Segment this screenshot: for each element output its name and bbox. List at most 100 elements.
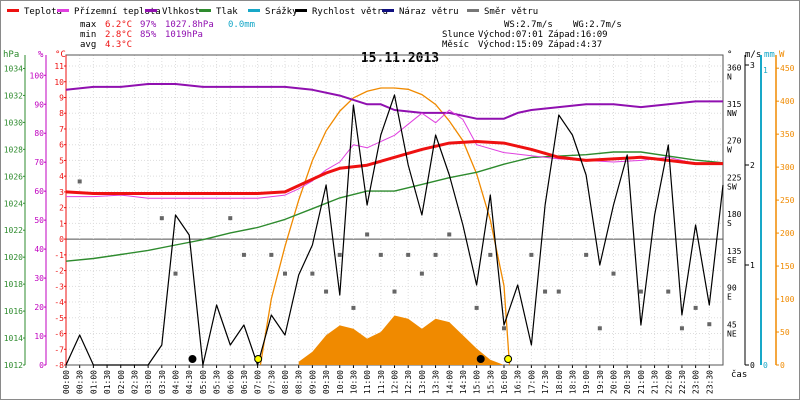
x-tick-label: 21:30 [651,370,660,394]
legend-label: Přízemní teplota [74,7,161,17]
solar-tick-label: 100 [780,295,795,304]
x-tick-label: 10:00 [336,370,345,394]
wind-dir-compass-label: NE [727,329,737,338]
stats-block: max 6.2°C 97% 1027.8hPa 0.0mm min 2.8°C … [80,20,255,50]
plot-area [65,83,724,366]
temperature_c-tick-label: 10 [54,78,64,87]
solar-tick-label: 50 [780,328,790,337]
wind-dir-point [447,232,452,237]
temperature_c-tick-label: 1 [59,219,64,228]
temperature_c-tick-label: 5 [59,156,64,165]
wind-dir-tick-label: 225 [727,173,742,182]
legend-swatch [57,9,69,12]
wind-dir-point [556,289,561,294]
series-line-teplota [65,140,723,195]
wind-dir-point [365,232,370,237]
humidity_pct-tick-label: 50 [34,216,44,225]
humidity_pct-tick-label: 90 [34,100,44,109]
wind-dir-tick-label: 45 [727,320,737,329]
temperature_c-tick-label: 8 [59,109,64,118]
wind-dir-point [378,252,383,257]
wind-dir-point [392,289,397,294]
pressure_hpa-tick-label: 1032 [4,91,23,100]
axis-title-mm: mm [764,50,775,60]
temperature_c-tick-label: 7 [59,125,64,134]
pressure_hpa-tick-label: 1028 [4,145,23,154]
x-tick-label: 15:00 [473,370,482,394]
temperature_c-tick-label: 0 [59,235,64,244]
wind-dir-compass-label: W [727,146,732,155]
humidity_pct-tick-label: 10 [34,332,44,341]
x-tick-label: 07:30 [267,370,276,394]
stats-min-press: 1019hPa [165,30,203,40]
stats-avg-temp: 4.3°C [105,40,132,50]
humidity_pct-tick-label: 30 [34,274,44,283]
moonrise-info: Východ:15:09 [478,40,543,50]
wind-dir-point [529,252,534,257]
wind-dir-point [324,289,329,294]
x-tick-label: 02:00 [117,370,126,394]
moonset-info: Západ:4:37 [548,40,602,50]
x-tick-label: 10:30 [349,370,358,394]
wind-gust-info: WG:2.7m/s [573,20,622,30]
x-tick-label: 12:30 [404,370,413,394]
wind-dir-point [666,289,671,294]
wind-dir-point [283,271,287,276]
wind-dir-point [611,271,616,276]
chart-date-title: 15.11.2013 [361,51,439,66]
axis-title-time: čas [731,369,747,380]
solar-measured-area [298,315,504,365]
stats-max-rain: 0.0mm [228,20,255,30]
wind-speed-tick-label: 1 [750,261,755,270]
x-tick-label: 05:30 [213,370,222,394]
sun-label: Slunce [442,30,475,40]
wind-dir-point [77,179,82,184]
x-tick-label: 20:30 [623,370,632,394]
wind-dir-compass-label: S [727,219,732,228]
x-tick-label: 06:30 [240,370,249,394]
wind-dir-tick-label: 135 [727,247,742,256]
legend-label: Srážky [265,7,298,17]
legend-label: Směr větru [484,7,538,17]
temperature_c-tick-label: -7 [54,345,64,354]
wind-dir-point [474,305,479,310]
temperature_c-tick-label: 11 [54,62,64,71]
x-tick-label: 09:00 [308,370,317,394]
wind-dir-tick-label: 90 [727,284,737,293]
x-tick-label: 08:00 [281,370,290,394]
moon-label: Měsíc [442,40,469,50]
axis-title-degc: °C [55,50,66,60]
humidity_pct-tick-label: 60 [34,187,44,196]
series-line-tlak [65,151,724,262]
x-tick-label: 04:30 [185,370,194,394]
humidity_pct-tick-label: 0 [39,361,44,370]
wind-dir-point [419,271,424,276]
pressure_hpa-tick-label: 1034 [4,64,23,73]
series-line-rychlost-v-tru [65,94,724,366]
moonset-marker [188,355,197,363]
x-tick-label: 11:00 [363,370,372,394]
stats-min-temp: 2.8°C [105,30,132,40]
x-tick-label: 16:30 [514,370,523,394]
temperature_c-tick-label: -5 [54,314,64,323]
legend: Teplota Přízemní teplota Vlhkost Tlak Srážky… [7,7,538,17]
x-tick-label: 23:30 [705,370,714,394]
wind-dir-compass-label: NW [727,109,737,118]
temperature_c-tick-label: 6 [59,141,64,150]
temperature_c-tick-label: -8 [54,361,64,370]
wind-dir-point [351,305,356,310]
wind-dir-point [228,216,233,221]
wind-dir-tick-label: 360 [727,63,742,72]
solar-tick-label: 200 [780,229,795,238]
temperature_c-tick-label: -1 [54,251,64,260]
wind-dir-tick-label: 315 [727,100,742,109]
wind-dir-point [406,252,411,257]
x-tick-label: 07:00 [254,370,263,394]
wind-dir-point [269,252,274,257]
x-tick-label: 13:30 [432,370,441,394]
axis-title-hpa: hPa [3,50,19,60]
x-tick-label: 18:30 [568,370,577,394]
legend-swatch [7,9,19,12]
legend-swatch [382,9,394,12]
temperature_c-tick-label: -4 [54,298,64,307]
